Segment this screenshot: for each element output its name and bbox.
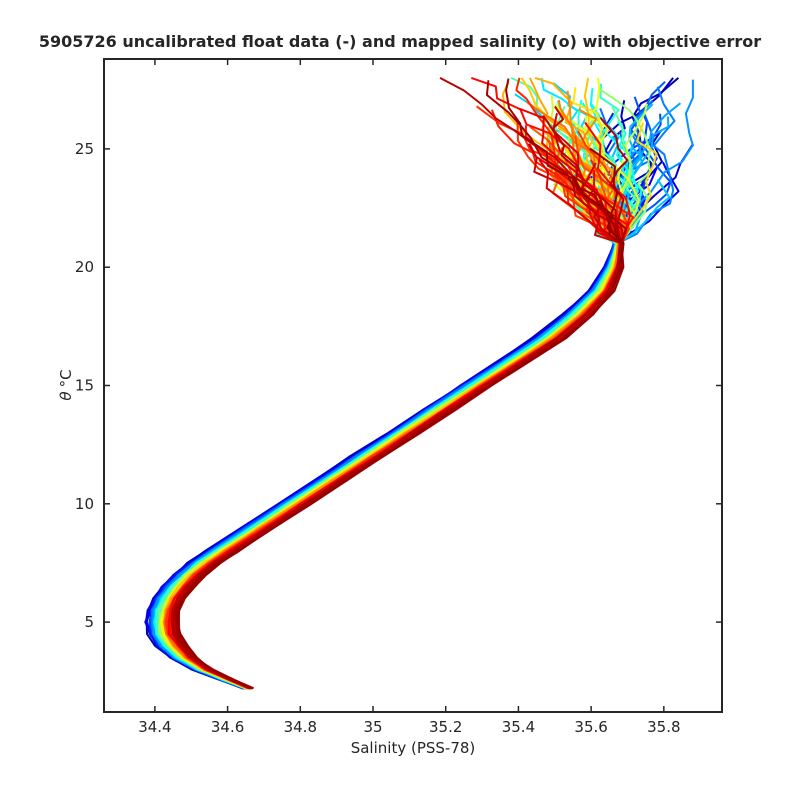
profile-line <box>156 143 621 690</box>
profile-line <box>163 156 621 690</box>
profile-line <box>155 135 619 690</box>
profile-line <box>157 116 625 690</box>
profile-line <box>158 131 621 690</box>
profile-line <box>160 162 618 690</box>
profile-line <box>145 179 621 690</box>
chart-title: 5905726 uncalibrated float data (-) and … <box>39 32 761 51</box>
profile-line <box>164 109 624 690</box>
profile-line <box>174 115 623 690</box>
profile-line <box>145 126 620 690</box>
profile-line <box>154 102 619 690</box>
profile-line <box>156 143 644 690</box>
y-axis-symbol: θ <box>57 391 75 400</box>
profile-line <box>159 159 624 690</box>
profile-line <box>173 143 624 690</box>
profile-line <box>174 121 632 690</box>
profile-line <box>162 152 621 690</box>
y-tick-label: 15 <box>75 377 94 395</box>
profile-line <box>164 121 621 690</box>
profile-line <box>167 149 622 690</box>
y-axis-label: θ °C <box>57 369 75 400</box>
profile-line <box>151 131 644 690</box>
profile-line <box>176 175 625 690</box>
profile-line <box>174 78 625 690</box>
profile-line <box>174 112 623 690</box>
profile-line <box>158 159 621 690</box>
profile-line <box>158 168 619 690</box>
x-tick-label: 34.4 <box>138 718 171 736</box>
profile-line <box>169 109 624 690</box>
profile-line <box>157 146 633 690</box>
profile-line <box>171 116 629 690</box>
profile-line <box>157 103 631 690</box>
profile-line <box>169 108 623 690</box>
x-tick-label: 34.8 <box>284 718 317 736</box>
y-axis: 5 10 15 20 25 <box>75 140 722 631</box>
profile-line <box>167 101 626 690</box>
profile-curves <box>144 76 694 690</box>
profile-line <box>168 126 627 690</box>
y-tick-label: 5 <box>84 613 94 631</box>
profile-line <box>150 108 620 690</box>
profile-line <box>161 136 622 690</box>
profile-line <box>173 143 624 690</box>
x-tick-label: 35.6 <box>574 718 607 736</box>
profile-line <box>166 162 623 690</box>
profile-line <box>148 112 615 690</box>
profile-line <box>171 146 625 690</box>
profile-line <box>151 172 623 690</box>
profile-line <box>169 130 630 690</box>
profile-line <box>166 139 623 690</box>
profile-line <box>168 125 622 690</box>
profile-line <box>164 114 628 690</box>
x-tick-label: 35.4 <box>502 718 535 736</box>
profile-line <box>149 170 633 690</box>
profile-line <box>162 150 624 690</box>
profile-line <box>164 77 640 690</box>
profile-line <box>176 147 625 690</box>
profile-line <box>164 131 622 690</box>
x-tick-label: 35.2 <box>429 718 462 736</box>
profile-line <box>152 150 636 690</box>
profile-line <box>163 130 620 690</box>
x-axis: 34.4 34.6 34.8 35 35.2 35.4 35.6 35.8 <box>138 59 681 736</box>
y-axis-unit: °C <box>57 369 75 387</box>
profile-line <box>162 159 622 690</box>
profile-line <box>148 173 621 690</box>
profile-line <box>151 131 632 690</box>
x-axis-label: Salinity (PSS-78) <box>351 739 476 757</box>
profile-line <box>157 136 619 690</box>
profile-line <box>164 95 620 690</box>
profile-line <box>167 129 632 690</box>
profile-line <box>155 160 632 690</box>
profile-line <box>169 125 622 690</box>
profile-line <box>144 152 625 690</box>
y-tick-label: 25 <box>75 140 94 158</box>
profile-line <box>157 130 639 690</box>
x-tick-label: 35.8 <box>647 718 680 736</box>
profile-line <box>153 80 666 690</box>
profile-line <box>157 93 624 690</box>
x-tick-label: 35 <box>363 718 382 736</box>
profile-line <box>168 126 621 690</box>
y-tick-label: 20 <box>75 258 94 276</box>
profile-line <box>166 99 627 690</box>
profile-line <box>171 159 623 690</box>
profile-line <box>164 115 621 690</box>
profile-line <box>161 105 621 690</box>
y-tick-label: 10 <box>75 495 94 513</box>
profile-line <box>162 139 624 690</box>
profile-line <box>173 159 622 690</box>
x-tick-label: 34.6 <box>211 718 244 736</box>
profile-line <box>168 135 623 690</box>
